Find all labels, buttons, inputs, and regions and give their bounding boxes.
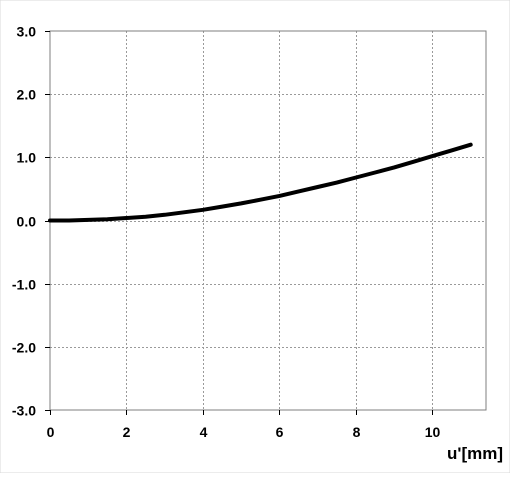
x-tick-label: 4 (200, 424, 208, 440)
x-tick-label: 10 (425, 424, 441, 440)
y-tick-label: -3.0 (12, 403, 36, 419)
x-axis-title: u'[mm] (447, 444, 503, 463)
x-tick-label: 8 (353, 424, 361, 440)
y-tick-label: 3.0 (17, 24, 37, 40)
y-tick-label: 2.0 (17, 87, 37, 103)
y-tick-label: -2.0 (12, 340, 36, 356)
x-tick-label: 6 (276, 424, 284, 440)
y-tick-label: 0.0 (17, 214, 37, 230)
y-tick-label: -1.0 (12, 277, 36, 293)
y-tick-labels: 3.0 2.0 1.0 0.0 -1.0 -2.0 -3.0 (12, 24, 36, 419)
x-tick-label: 2 (123, 424, 131, 440)
x-tick-labels: 0 2 4 6 8 10 (47, 424, 441, 440)
x-tick-label: 0 (47, 424, 55, 440)
y-tick-label: 1.0 (17, 150, 37, 166)
series-layer (48, 142, 473, 223)
gridlines (50, 31, 486, 410)
series-line (48, 142, 473, 223)
